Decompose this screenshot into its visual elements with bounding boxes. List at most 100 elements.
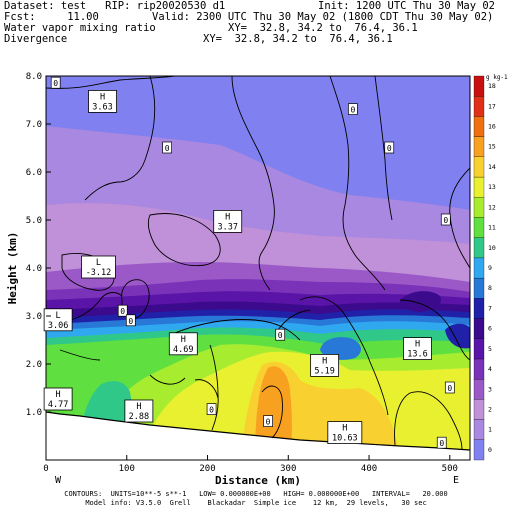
zero-value: 0 <box>266 418 271 427</box>
high-label: H10.63 <box>327 421 363 445</box>
contour <box>231 76 275 291</box>
label-box <box>88 90 117 113</box>
contour <box>194 379 219 399</box>
extreme-value: 4.77 <box>48 400 68 410</box>
contour <box>147 213 221 267</box>
contour <box>149 374 186 385</box>
fcst-line: Fcst: 11.00 <box>4 11 99 23</box>
colorbar-level-label: 0 <box>488 446 492 454</box>
colorbar-unit-label: g kg-1 <box>486 74 508 81</box>
extreme-kind: L <box>96 258 101 268</box>
divergence-contours <box>46 76 470 451</box>
colorbar-swatch <box>473 358 485 380</box>
zero-contour-label: 0 <box>275 328 286 341</box>
colorbar-level-label: 2 <box>488 405 492 413</box>
label-box <box>117 304 128 317</box>
extreme-value: -3.12 <box>86 268 112 278</box>
colorbar-level-label: 1 <box>488 426 492 434</box>
colorbar-swatch <box>473 176 485 198</box>
contour <box>59 349 101 361</box>
zero-value: 0 <box>439 439 444 448</box>
model-info: Model info: V3.5.0 Grell Blackadar Simpl… <box>85 499 427 507</box>
label-box <box>263 415 273 427</box>
y-tick-label: 8.0 <box>26 72 42 82</box>
x-tick-label: 100 <box>119 464 135 474</box>
zero-value: 0 <box>128 317 133 326</box>
label-box <box>50 76 61 89</box>
extreme-kind: H <box>56 390 61 400</box>
extreme-value: 5.19 <box>314 366 334 376</box>
init-line: Init: 1200 UTC Thu 30 May 02 <box>318 0 496 12</box>
zero-value: 0 <box>387 144 392 153</box>
high-label: H3.37 <box>213 209 243 233</box>
dry-blob-right <box>399 291 442 312</box>
colorbar-level-label: 16 <box>488 123 496 131</box>
xy2-line: XY= 32.8, 34.2 to 76.4, 36.1 <box>203 33 393 45</box>
extreme-value: 3.37 <box>217 222 237 232</box>
colorbar-swatch <box>473 116 485 137</box>
y-tick-label: 4.0 <box>26 264 42 274</box>
zero-value: 0 <box>120 307 125 316</box>
zero-value: 0 <box>443 216 448 225</box>
y-tick-label: 3.0 <box>26 312 42 322</box>
label-box <box>327 421 363 445</box>
x-axis-label: Distance (km) <box>215 474 301 487</box>
colorbar-level-label: 5 <box>488 345 492 353</box>
label-box <box>348 103 358 115</box>
colorbar-level-label: 15 <box>488 143 496 151</box>
label-box <box>403 337 432 361</box>
colorbar-swatch <box>473 75 485 97</box>
contours-info: CONTOURS: UNITS=10**-5 s**-1 LOW= 0.0000… <box>64 490 448 498</box>
label-box <box>213 209 243 233</box>
high-label: H3.63 <box>88 90 117 113</box>
x-tick-label: 200 <box>199 464 215 474</box>
label-box <box>168 332 198 356</box>
field1-line: Water vapor mixing ratio <box>4 22 156 34</box>
label-box <box>124 399 154 423</box>
label-box <box>81 255 116 279</box>
axes: 0 100 200 300 400 500 1.0 2.0 3.0 4.0 5.0 6.0 7.0 8.0 <box>26 72 458 474</box>
colorbar-swatch <box>473 338 485 360</box>
extreme-value: 4.69 <box>173 345 193 355</box>
colorbar-level-label: 10 <box>488 244 496 252</box>
zero-contour-label: 0 <box>440 213 451 226</box>
contour <box>46 76 176 89</box>
y-tick-label: 6.0 <box>26 168 42 178</box>
high-label: H4.69 <box>168 332 198 356</box>
zero-contour-label: 0 <box>348 103 358 115</box>
extreme-kind: H <box>322 356 327 366</box>
contour <box>261 385 283 439</box>
colorbar-level-label: 17 <box>488 102 496 110</box>
high-label: H4.77 <box>43 387 73 411</box>
label-box <box>440 213 451 226</box>
colorbar-swatch <box>473 136 485 157</box>
valid-line: Valid: 2300 UTC Thu 30 May 02 (1800 CDT … <box>152 11 494 23</box>
extreme-kind: H <box>100 92 105 102</box>
colorbar-level-label: 14 <box>488 163 496 171</box>
colorbar-level-label: 3 <box>488 385 492 393</box>
colorbar-level-label: 9 <box>488 264 492 272</box>
y-tick-label: 2.0 <box>26 360 42 370</box>
label-box <box>43 387 73 411</box>
extreme-value: 13.6 <box>407 350 427 360</box>
label-box <box>275 328 286 341</box>
contour <box>169 319 301 341</box>
y-tick-label: 1.0 <box>26 408 42 418</box>
colorbar-swatch <box>473 217 485 238</box>
field2-line: Divergence <box>4 33 68 45</box>
x-tick-label: 300 <box>280 464 296 474</box>
x-end-label-east: E <box>453 475 459 486</box>
label-box <box>310 353 340 377</box>
high-label: H13.6 <box>403 337 432 361</box>
zero-contour-label: 0 <box>162 141 172 154</box>
label-box <box>384 141 395 154</box>
extreme-value: 10.63 <box>332 434 358 444</box>
contour <box>209 344 219 431</box>
zero-contour-label: 0 <box>206 403 217 415</box>
contour <box>399 299 470 361</box>
colorbar-level-label: 13 <box>488 183 496 191</box>
colorbar-swatch <box>473 96 485 117</box>
zero-contour-label: 0 <box>125 314 136 327</box>
extreme-value: 2.88 <box>129 412 149 422</box>
